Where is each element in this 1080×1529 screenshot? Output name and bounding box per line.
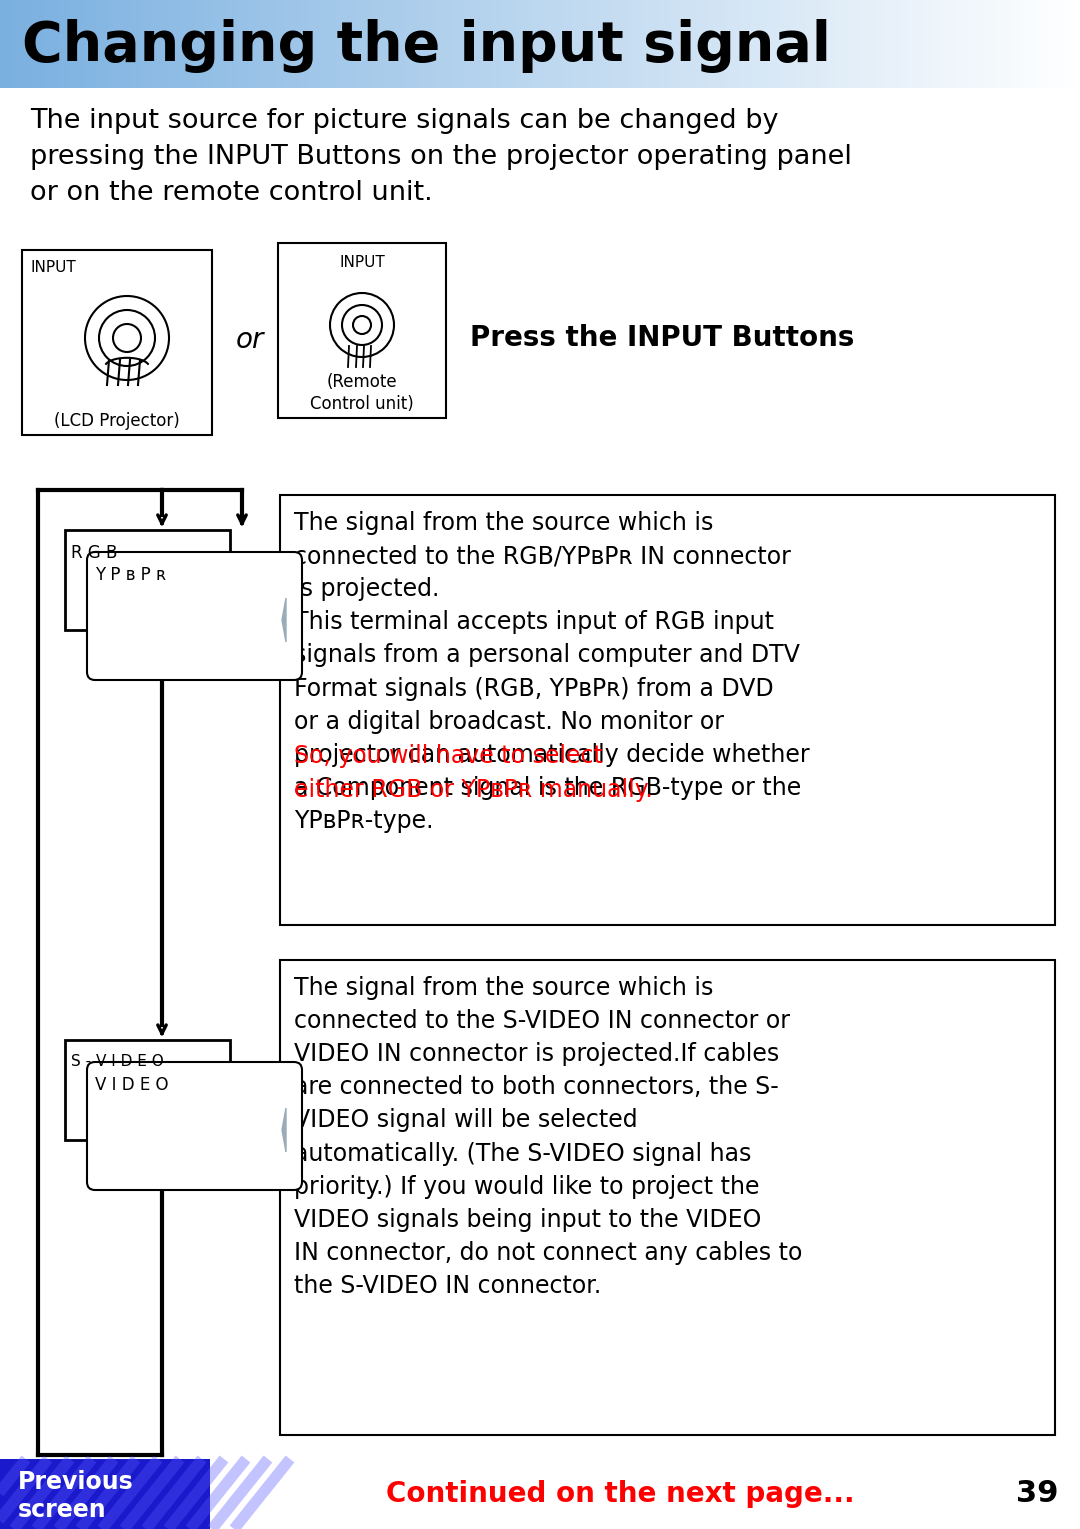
Polygon shape <box>282 1109 286 1151</box>
Circle shape <box>99 310 156 365</box>
Text: So, you will have to select
either RGB or YPʙPʀ manually.: So, you will have to select either RGB o… <box>294 745 652 801</box>
Text: 39: 39 <box>1015 1480 1058 1509</box>
Bar <box>65 1040 230 1141</box>
Text: INPUT: INPUT <box>30 260 76 275</box>
Text: (Remote
Control unit): (Remote Control unit) <box>310 373 414 413</box>
Text: The signal from the source which is
connected to the S-VIDEO IN connector or
VID: The signal from the source which is conn… <box>294 976 802 1298</box>
Polygon shape <box>282 598 286 642</box>
Circle shape <box>113 324 141 352</box>
Bar <box>280 495 1055 925</box>
Circle shape <box>342 304 382 346</box>
Text: Press the INPUT Buttons: Press the INPUT Buttons <box>470 324 854 352</box>
FancyBboxPatch shape <box>87 1063 302 1190</box>
Text: or: or <box>235 326 265 355</box>
Circle shape <box>330 294 394 356</box>
Text: INPUT: INPUT <box>339 255 384 271</box>
Bar <box>210 1459 1080 1529</box>
Bar <box>0 1459 210 1529</box>
Text: Changing the input signal: Changing the input signal <box>22 18 831 73</box>
Text: The signal from the source which is
connected to the RGB/YPʙPʀ IN connector
is p: The signal from the source which is conn… <box>294 511 810 833</box>
Text: Y P ʙ P ʀ: Y P ʙ P ʀ <box>95 566 166 584</box>
Text: V I D E O: V I D E O <box>95 1076 168 1095</box>
Text: Previous
screen: Previous screen <box>18 1469 134 1523</box>
Text: Continued on the next page...: Continued on the next page... <box>386 1480 854 1508</box>
Text: R G B: R G B <box>71 544 118 563</box>
Text: The input source for picture signals can be changed by
pressing the INPUT Button: The input source for picture signals can… <box>30 109 852 206</box>
FancyBboxPatch shape <box>87 552 302 680</box>
Text: (LCD Projector): (LCD Projector) <box>54 411 180 430</box>
Bar <box>278 243 446 417</box>
Circle shape <box>353 317 372 333</box>
Bar <box>280 960 1055 1436</box>
Text: S - V I D E O: S - V I D E O <box>71 1053 164 1069</box>
Bar <box>22 251 212 434</box>
Bar <box>65 531 230 630</box>
Circle shape <box>85 297 168 381</box>
